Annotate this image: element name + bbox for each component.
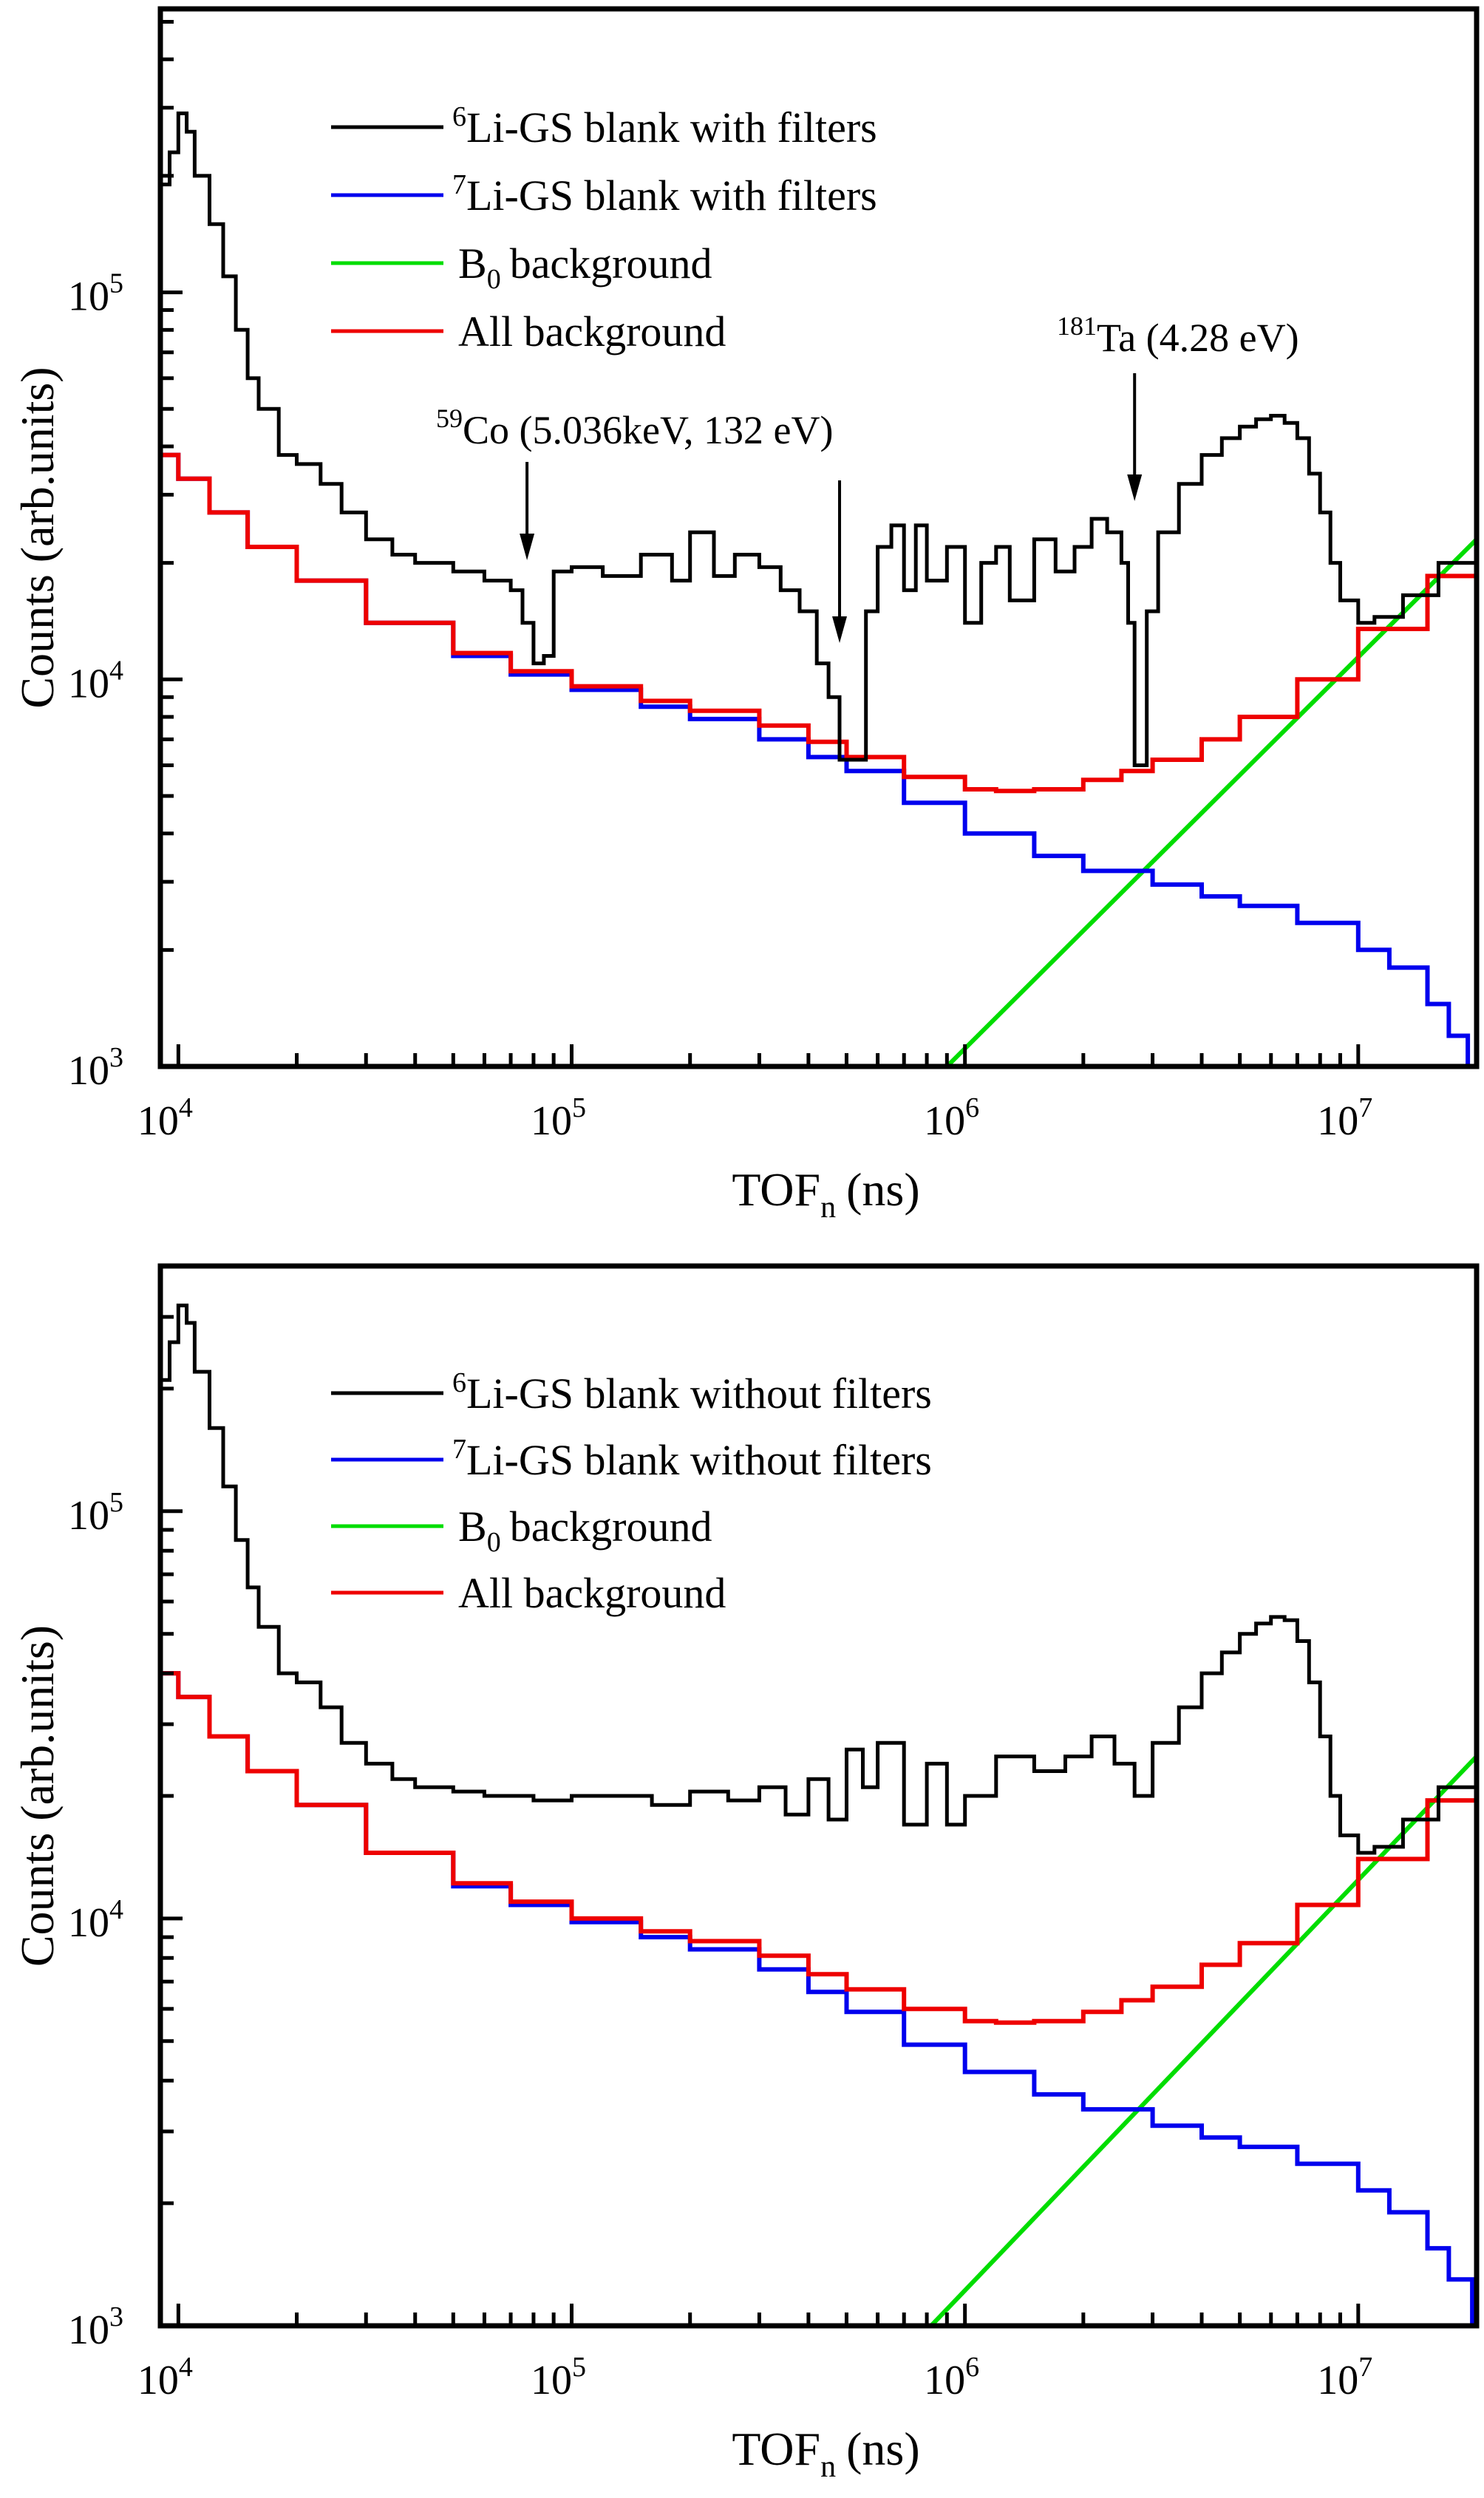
- annotation-label-2: 181Ta (4.28 eV): [1057, 311, 1299, 360]
- x-tick-base: 10: [924, 1098, 965, 1144]
- x-tick-exponent: 6: [965, 1092, 979, 1123]
- legend-label-2: 7Li-GS blank with filters: [452, 169, 877, 219]
- x-tick-base: 10: [137, 2358, 179, 2403]
- y-tick-exponent: 3: [109, 2301, 123, 2332]
- legend-prefix: B: [458, 239, 487, 287]
- y-tick-label: 103: [68, 2301, 123, 2353]
- legend-name: background: [510, 1502, 712, 1551]
- x-tick-label: 104: [137, 1092, 193, 1144]
- y-axis-title: Counts (arb.units): [11, 1625, 64, 1967]
- series-line-3: [929, 1755, 1477, 2326]
- x-tick-exponent: 4: [179, 1092, 193, 1123]
- legend-superscript: 7: [452, 169, 466, 200]
- legend-label-4: All background: [458, 307, 726, 355]
- legend-label-1: 6Li-GS blank without filters: [452, 1367, 932, 1418]
- annotation-text: Co (5.036keV, 132 eV): [463, 408, 833, 452]
- y-tick-exponent: 5: [109, 1487, 123, 1518]
- x-tick-exponent: 4: [179, 2352, 193, 2383]
- series-line-2: [160, 452, 1471, 1066]
- y-tick-exponent: 4: [109, 655, 123, 686]
- legend-name: Li-GS blank without filters: [466, 1436, 932, 1484]
- series-line-2: [160, 1671, 1475, 2326]
- annotation-superscript: 181: [1057, 311, 1097, 341]
- x-tick-exponent: 7: [1358, 1092, 1372, 1123]
- legend-name: All background: [458, 307, 726, 355]
- y-tick-label: 105: [68, 1487, 123, 1539]
- y-tick-label: 104: [68, 1894, 123, 1946]
- y-tick-label: 105: [68, 268, 123, 320]
- x-tick-base: 10: [531, 1098, 572, 1144]
- y-tick-label: 104: [68, 655, 123, 707]
- x-tick-label: 107: [1317, 2352, 1372, 2403]
- x-axis-title-subscript: n: [820, 1191, 836, 1225]
- legend-label-3: B0 background: [458, 239, 712, 295]
- x-tick-label: 105: [531, 2352, 586, 2403]
- x-tick-label: 106: [924, 1092, 979, 1144]
- y-tick-base: 10: [68, 1048, 109, 1094]
- y-axis-title: Counts (arb.units): [11, 367, 64, 708]
- x-tick-exponent: 5: [572, 1092, 586, 1123]
- y-tick-exponent: 3: [109, 1042, 123, 1073]
- annotation-label-1: 59Co (5.036keV, 132 eV): [436, 404, 833, 452]
- x-axis-title-unit: (ns): [846, 1163, 920, 1216]
- annotation-arrow-head: [520, 534, 535, 560]
- plot-frame: [157, 1263, 1480, 2329]
- y-tick-base: 10: [68, 274, 109, 320]
- x-tick-label: 105: [531, 1092, 586, 1144]
- annotation-arrow-head: [1127, 474, 1143, 501]
- y-tick-base: 10: [68, 1493, 109, 1539]
- legend-superscript: 6: [452, 1367, 466, 1398]
- legend-name: Li-GS blank without filters: [466, 1369, 932, 1418]
- x-tick-exponent: 6: [965, 2352, 979, 2383]
- y-tick-base: 10: [68, 1900, 109, 1946]
- legend-label-1: 6Li-GS blank with filters: [452, 101, 877, 152]
- x-tick-base: 10: [531, 2358, 572, 2403]
- legend-name: background: [510, 239, 712, 287]
- legend-superscript: 6: [452, 101, 466, 132]
- annotation-superscript: 59: [436, 404, 463, 433]
- legend-label-2: 7Li-GS blank without filters: [452, 1434, 932, 1484]
- x-tick-base: 10: [1317, 2358, 1358, 2403]
- x-axis-title-main: TOF: [732, 1163, 820, 1216]
- y-tick-base: 10: [68, 661, 109, 707]
- y-tick-exponent: 5: [109, 268, 123, 299]
- series-group: [160, 1303, 1477, 2326]
- annotation-text: Ta (4.28 eV): [1097, 316, 1299, 360]
- legend-name: Li-GS blank with filters: [466, 171, 877, 219]
- x-axis-title: TOFn (ns): [732, 2423, 919, 2484]
- x-axis-title: TOFn (ns): [732, 1163, 919, 1225]
- x-tick-label: 106: [924, 2352, 979, 2403]
- x-axis-title-main: TOF: [732, 2423, 820, 2475]
- legend-superscript: 7: [452, 1434, 466, 1465]
- series-line-1: [160, 111, 1477, 767]
- series-line-4: [160, 1671, 1477, 2025]
- series-line-4: [160, 452, 1477, 794]
- x-tick-exponent: 7: [1358, 2352, 1372, 2383]
- x-axis-title-unit: (ns): [846, 2423, 920, 2475]
- legend-label-3: B0 background: [458, 1502, 712, 1558]
- x-tick-base: 10: [924, 2358, 965, 2403]
- series-group: [160, 111, 1477, 1066]
- x-tick-base: 10: [137, 1098, 179, 1144]
- y-tick-exponent: 4: [109, 1894, 123, 1925]
- legend-subscript: 0: [487, 1527, 501, 1558]
- plot-frame: [157, 6, 1480, 1069]
- legend-subscript: 0: [487, 264, 501, 295]
- legend-label-4: All background: [458, 1569, 726, 1617]
- x-tick-base: 10: [1317, 1098, 1358, 1144]
- legend-name: All background: [458, 1569, 726, 1617]
- x-tick-label: 104: [137, 2352, 193, 2403]
- x-axis-title-subscript: n: [820, 2450, 836, 2484]
- x-tick-exponent: 5: [572, 2352, 586, 2383]
- y-tick-base: 10: [68, 2307, 109, 2353]
- x-tick-label: 107: [1317, 1092, 1372, 1144]
- series-line-1: [160, 1303, 1477, 1855]
- y-tick-label: 103: [68, 1042, 123, 1094]
- annotation-arrow-head: [832, 616, 848, 643]
- legend-name: Li-GS blank with filters: [466, 103, 877, 152]
- legend-prefix: B: [458, 1502, 487, 1551]
